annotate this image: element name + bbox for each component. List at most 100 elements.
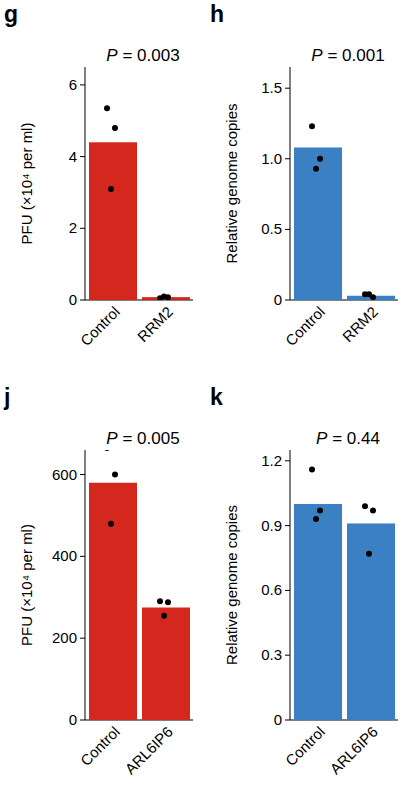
panel-label: k: [210, 384, 223, 410]
marks: [89, 105, 190, 300]
data-point: [309, 466, 315, 472]
y-axis: [85, 67, 86, 300]
y-axis-label: Relative genome copies: [223, 505, 240, 665]
figure: g 0 2 4 6 PFU (×10⁴ per ml) Control RRM2 P = 0.0…: [0, 0, 410, 809]
p-value: P = 0.44: [316, 429, 380, 448]
bar: [294, 147, 342, 300]
x-tick-label: Control: [282, 723, 328, 769]
panel: g 0 2 4 6 PFU (×10⁴ per ml) Control RRM2 P = 0.0…: [4, 1, 193, 349]
p-symbol: P: [311, 46, 323, 65]
y-tick: [80, 556, 85, 557]
x-tick-label: Control: [282, 303, 328, 349]
data-point: [157, 598, 163, 604]
panel: j 0 200 400 600 PFU (×10⁴ per ml) ControlARL6I…: [3, 384, 193, 777]
p-text: = 0.001: [323, 46, 385, 65]
p-value: P = 0.003: [106, 46, 179, 65]
y-tick-label: 0.5: [261, 220, 282, 237]
y-tick-label: 4: [69, 148, 77, 165]
y-tick-label: 6: [69, 76, 77, 93]
y-axis-label: Relative genome copies: [223, 103, 240, 263]
data-point: [317, 156, 323, 162]
y-tick: [285, 88, 290, 89]
panel-label: h: [210, 1, 224, 27]
marks: [294, 466, 395, 720]
panel: h 0 0.5 1.0 1.5 Relative genome copies Control…: [210, 1, 398, 349]
bar: [89, 142, 137, 300]
data-point: [313, 166, 319, 172]
y-tick-label: 0: [69, 291, 77, 308]
y-tick-label: 0: [274, 291, 282, 308]
x-tick-label: ARL6IP6: [121, 723, 175, 777]
y-tick-label: 0: [274, 711, 282, 728]
data-point: [108, 186, 114, 192]
data-point: [104, 450, 110, 451]
y-tick-label: 1.0: [261, 150, 282, 167]
p-value: P = 0.005: [106, 429, 179, 448]
y-axis: [290, 450, 291, 720]
x-tick-label: ARL6IP6: [326, 723, 380, 777]
y-tick: [80, 228, 85, 229]
y-tick-label: 200: [52, 629, 77, 646]
data-point: [313, 516, 319, 522]
p-text: = 0.005: [118, 429, 180, 448]
data-point: [112, 472, 118, 478]
data-point: [362, 503, 368, 509]
bar: [89, 483, 137, 720]
x-tick-label: Control: [77, 723, 123, 769]
p-symbol: P: [106, 429, 118, 448]
y-tick: [285, 655, 290, 656]
p-symbol: P: [106, 46, 118, 65]
y-tick: [285, 229, 290, 230]
data-point: [366, 291, 372, 297]
data-point: [161, 613, 167, 619]
y-tick: [80, 156, 85, 157]
data-point: [370, 507, 376, 513]
marks: [294, 123, 395, 300]
y-tick-label: 400: [52, 547, 77, 564]
y-tick: [285, 525, 290, 526]
data-point: [161, 293, 167, 299]
x-tick-label: Control: [77, 303, 123, 349]
y-tick: [285, 460, 290, 461]
data-point: [165, 599, 171, 605]
y-tick: [285, 158, 290, 159]
y-tick: [285, 720, 290, 721]
y-tick: [80, 300, 85, 301]
bar: [142, 608, 190, 721]
x-tick-label: RRM2: [134, 303, 176, 345]
data-point: [317, 507, 323, 513]
p-symbol: P: [316, 429, 328, 448]
y-tick: [285, 590, 290, 591]
p-value: P = 0.001: [311, 46, 384, 65]
bar: [294, 504, 342, 720]
panel-label: g: [4, 1, 18, 27]
y-tick-label: 0.6: [261, 581, 282, 598]
data-point: [366, 551, 372, 557]
data-point: [108, 521, 114, 527]
bar: [347, 523, 395, 720]
y-tick-label: 1.5: [261, 79, 282, 96]
panel-label: j: [3, 384, 10, 410]
y-tick-label: 0.3: [261, 646, 282, 663]
p-text: = 0.44: [327, 429, 379, 448]
panel: k 0 0.3 0.6 0.9 1.2 Relative genome copies Cont…: [210, 384, 398, 777]
y-tick: [80, 638, 85, 639]
y-tick: [80, 84, 85, 85]
y-tick: [80, 474, 85, 475]
data-point: [309, 123, 315, 129]
data-point: [104, 105, 110, 111]
y-tick-label: 1.2: [261, 452, 282, 469]
x-tick-label: RRM2: [339, 303, 381, 345]
y-tick-label: 0.9: [261, 517, 282, 534]
marks: [89, 450, 190, 720]
y-axis-label: PFU (×10⁴ per ml): [18, 524, 35, 646]
y-tick-label: 2: [69, 219, 77, 236]
y-axis-label: PFU (×10⁴ per ml): [18, 123, 35, 245]
y-tick-label: 0: [69, 711, 77, 728]
y-axis: [85, 450, 86, 720]
y-axis: [290, 67, 291, 300]
y-tick: [80, 720, 85, 721]
y-tick: [285, 300, 290, 301]
data-point: [112, 125, 118, 131]
y-tick-label: 600: [52, 466, 77, 483]
